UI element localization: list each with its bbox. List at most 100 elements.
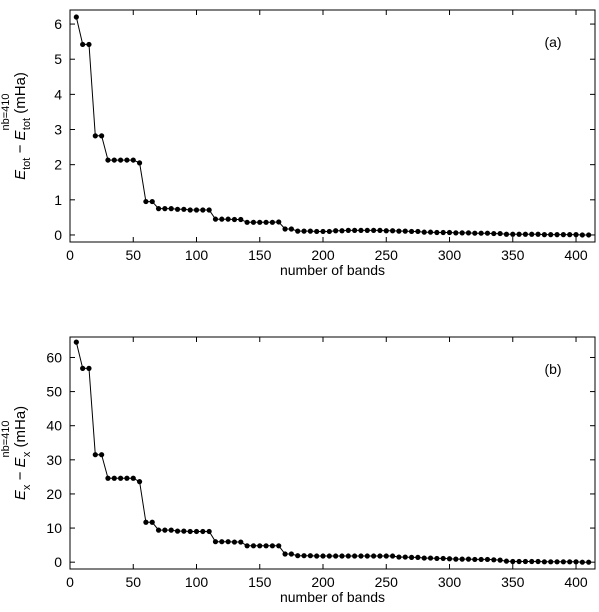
data-point <box>250 219 257 225</box>
data-point <box>529 231 535 237</box>
x-tick-label: 0 <box>66 574 74 590</box>
data-point <box>162 206 168 212</box>
data-point <box>573 232 579 238</box>
y-tick-label: 50 <box>46 384 62 400</box>
data-point <box>326 553 332 559</box>
data-point <box>155 527 162 533</box>
data-point <box>339 553 345 559</box>
data-point <box>535 558 541 565</box>
data-point <box>314 228 320 235</box>
data-point <box>206 207 212 213</box>
data-point <box>80 365 86 371</box>
y-label-sub2: x <box>21 451 33 457</box>
x-tick-label: 400 <box>564 574 588 590</box>
data-point <box>339 228 345 234</box>
data-point <box>465 556 472 562</box>
data-point <box>472 556 478 563</box>
data-point <box>301 553 307 559</box>
data-point <box>136 160 143 166</box>
y-tick-label: 4 <box>54 86 62 102</box>
data-point <box>225 539 231 545</box>
data-point <box>181 528 187 534</box>
data-point <box>440 229 446 236</box>
data-point <box>143 519 149 525</box>
data-point <box>586 559 592 565</box>
data-point <box>548 559 554 565</box>
data-point <box>269 543 276 549</box>
panel-label: (b) <box>544 361 561 377</box>
data-point <box>491 557 497 563</box>
data-point <box>276 219 282 225</box>
data-point <box>136 479 143 485</box>
panel-label: (a) <box>544 34 561 50</box>
data-point <box>295 228 301 234</box>
data-point <box>541 232 547 238</box>
data-point <box>225 216 231 222</box>
data-point <box>579 232 585 238</box>
data-point <box>396 554 402 560</box>
data-point <box>554 559 560 565</box>
data-point <box>560 559 566 565</box>
data-point <box>320 553 326 559</box>
data-point <box>415 554 421 561</box>
data-point <box>333 553 339 559</box>
data-point <box>491 230 497 237</box>
data-point <box>288 226 294 232</box>
data-point <box>307 553 313 559</box>
data-point <box>408 554 415 561</box>
data-point <box>560 232 566 238</box>
y-axis-label: Etot − Enb=410 tot (mHa) <box>0 72 33 180</box>
y-label-unit: (mHa) <box>12 406 29 452</box>
x-tick-label: 0 <box>66 247 74 263</box>
y-label-sup: nb=410 <box>0 421 12 458</box>
data-point <box>244 219 250 225</box>
x-tick-label: 300 <box>438 574 462 590</box>
data-point <box>522 231 529 237</box>
data-point <box>174 206 181 212</box>
data-point <box>193 528 200 535</box>
x-axis-label: number of bands <box>280 589 385 605</box>
data-point <box>263 543 269 549</box>
data-point <box>86 41 92 48</box>
y-tick-label: 1 <box>54 192 62 208</box>
data-point <box>333 228 339 234</box>
x-tick-label: 150 <box>248 574 272 590</box>
data-point <box>535 231 541 237</box>
data-point <box>548 232 554 238</box>
data-point <box>402 554 408 560</box>
data-point <box>402 228 408 234</box>
data-point <box>453 556 459 562</box>
data-point <box>567 232 573 238</box>
data-point <box>130 475 136 481</box>
data-point <box>301 228 307 234</box>
data-point <box>446 229 453 236</box>
data-point <box>459 556 465 562</box>
data-point <box>238 216 244 223</box>
y-tick-label: 2 <box>54 157 62 173</box>
x-axis-label: number of bands <box>280 262 385 278</box>
data-point <box>484 230 491 236</box>
data-point <box>118 157 124 163</box>
data-point <box>389 228 396 234</box>
data-point <box>73 14 79 20</box>
data-point <box>389 553 396 559</box>
data-point <box>415 228 421 235</box>
data-point <box>383 553 389 559</box>
data-point <box>124 475 130 481</box>
data-point <box>288 551 294 557</box>
data-point <box>187 528 193 535</box>
data-point <box>118 475 124 481</box>
data-point <box>427 555 434 561</box>
data-point <box>99 133 105 139</box>
data-point <box>124 157 130 163</box>
data-point <box>282 226 288 232</box>
data-point <box>434 555 440 562</box>
data-point <box>250 543 257 549</box>
data-point <box>257 543 263 549</box>
data-point <box>567 559 573 565</box>
y-label-var: E <box>12 169 29 180</box>
data-point <box>168 206 174 212</box>
data-point <box>269 219 276 225</box>
data-point <box>244 543 250 549</box>
